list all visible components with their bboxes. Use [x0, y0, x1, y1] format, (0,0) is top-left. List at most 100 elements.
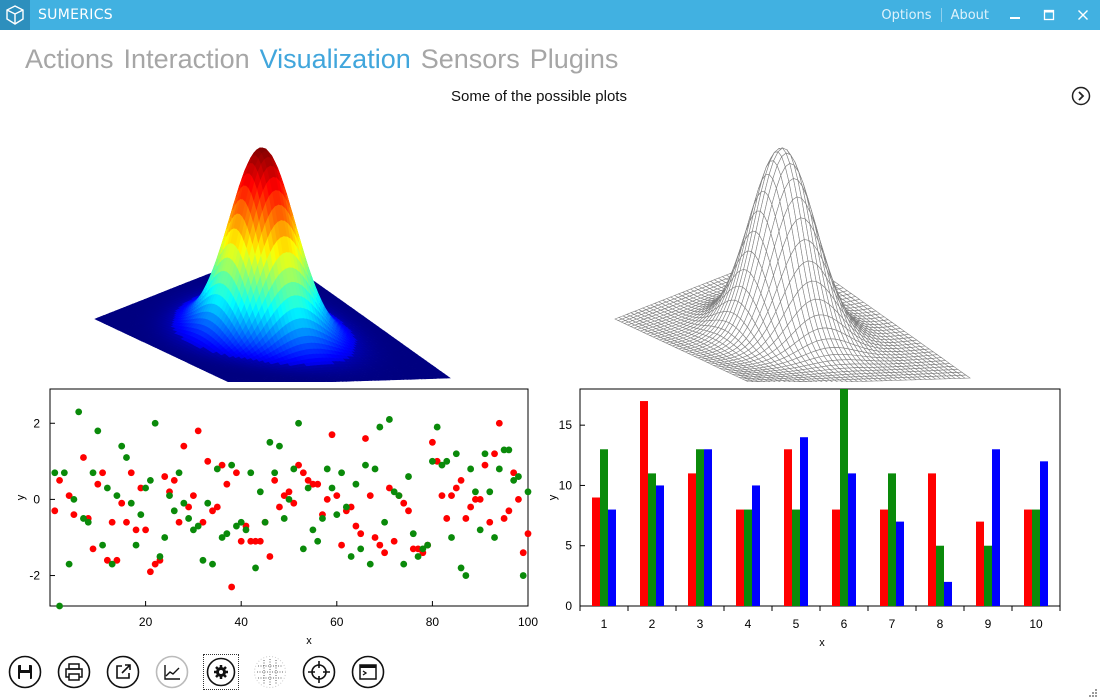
scatter-point — [132, 526, 140, 534]
scatter-point — [108, 518, 116, 526]
scatter-point — [252, 564, 259, 572]
line-chart-button[interactable] — [155, 655, 189, 689]
crosshair-button[interactable] — [302, 655, 336, 689]
maximize-button[interactable] — [1032, 0, 1066, 30]
bar — [944, 581, 952, 606]
save-button[interactable] — [8, 655, 42, 689]
scatter-point — [519, 549, 527, 557]
settings-button[interactable] — [203, 654, 239, 690]
surface-plot-filled[interactable] — [80, 120, 480, 382]
chart-line-icon — [155, 655, 189, 689]
scatter-point — [347, 553, 355, 560]
tab-interaction[interactable]: Interaction — [123, 44, 250, 74]
scatter-point — [424, 541, 432, 549]
scatter-point — [84, 518, 92, 526]
scatter-point — [113, 556, 121, 564]
about-link[interactable]: About — [950, 7, 989, 23]
app-logo-icon — [0, 0, 30, 30]
scatter-point — [223, 530, 231, 538]
bar — [704, 449, 712, 606]
scatter-point — [185, 515, 193, 522]
close-button[interactable] — [1066, 0, 1100, 30]
scatter-point — [65, 492, 73, 499]
options-link[interactable]: Options — [881, 7, 932, 23]
x-tick-label: 7 — [889, 617, 896, 631]
scatter-point — [142, 526, 150, 534]
scatter-point — [323, 465, 331, 473]
scatter-point — [218, 534, 226, 541]
surface-plot-wireframe[interactable] — [600, 120, 1000, 382]
grid-icon — [254, 656, 286, 688]
scatter-point — [323, 496, 331, 503]
scatter-frame — [49, 388, 529, 607]
scatter-point — [366, 560, 374, 568]
console-button[interactable] — [351, 655, 385, 689]
scatter-point — [51, 507, 59, 515]
tab-visualization[interactable]: Visualization — [259, 44, 411, 74]
print-icon — [57, 655, 91, 689]
scatter-point — [452, 450, 460, 458]
bar — [880, 509, 888, 606]
scatter-point — [233, 522, 240, 530]
scatter-point — [342, 503, 350, 511]
scatter-point — [70, 496, 78, 503]
scatter-point — [228, 461, 236, 469]
bar — [992, 449, 1000, 606]
scatter-point — [242, 526, 250, 534]
scatter-point — [247, 537, 255, 545]
scatter-point — [429, 438, 436, 446]
minimize-button[interactable] — [998, 0, 1032, 30]
scatter-point — [80, 515, 87, 522]
scatter-point — [190, 526, 197, 534]
scatter-point — [237, 518, 245, 526]
scatter-point — [103, 556, 111, 564]
crosshair-icon — [302, 655, 336, 689]
export-button[interactable] — [106, 655, 140, 689]
scatter-point — [161, 473, 169, 480]
bar — [848, 473, 856, 606]
x-axis-label: x — [819, 637, 825, 649]
tab-actions[interactable]: Actions — [25, 44, 114, 74]
scatter-point — [56, 476, 63, 484]
grid-button[interactable] — [253, 655, 287, 689]
x-tick-label: 6 — [841, 617, 848, 631]
scatter-point — [299, 469, 307, 477]
scatter-point — [371, 534, 379, 541]
scatter-point — [276, 503, 283, 511]
scatter-point — [524, 488, 532, 496]
scatter-point — [247, 469, 255, 477]
print-button[interactable] — [57, 655, 91, 689]
scatter-point — [309, 526, 317, 534]
scatter-point — [180, 442, 188, 450]
scatter-point — [266, 438, 274, 446]
resize-grip-icon[interactable] — [1088, 688, 1098, 698]
scatter-point — [146, 476, 154, 484]
scatter-point — [94, 480, 102, 488]
console-icon — [351, 655, 385, 689]
scatter-point — [309, 480, 317, 488]
scatter-point — [481, 450, 489, 458]
y-tick-label: 15 — [559, 418, 573, 432]
bar — [928, 473, 936, 606]
scatter-point — [180, 499, 188, 507]
scatter-point — [166, 492, 173, 499]
tab-sensors[interactable]: Sensors — [420, 44, 520, 74]
scatter-point — [385, 484, 393, 492]
gear-icon — [206, 657, 236, 687]
next-arrow-icon[interactable] — [1071, 86, 1091, 106]
scatter-point — [347, 503, 355, 511]
scatter-point — [75, 408, 83, 416]
bottom-toolbar — [8, 654, 385, 690]
scatter-point — [89, 545, 97, 553]
tab-plugins[interactable]: Plugins — [529, 44, 619, 74]
scatter-point — [60, 469, 68, 477]
bar — [792, 509, 800, 606]
scatter-point — [314, 480, 322, 488]
scatter-point — [419, 545, 427, 553]
main-nav: Actions Interaction Visualization Sensor… — [25, 44, 618, 75]
bar-chart[interactable]: 0 5 10 15 1 2 3 4 5 6 7 8 9 10 x y — [548, 382, 1078, 650]
x-tick-label: 3 — [697, 617, 704, 631]
scatter-point — [472, 488, 479, 496]
bar — [656, 485, 664, 606]
